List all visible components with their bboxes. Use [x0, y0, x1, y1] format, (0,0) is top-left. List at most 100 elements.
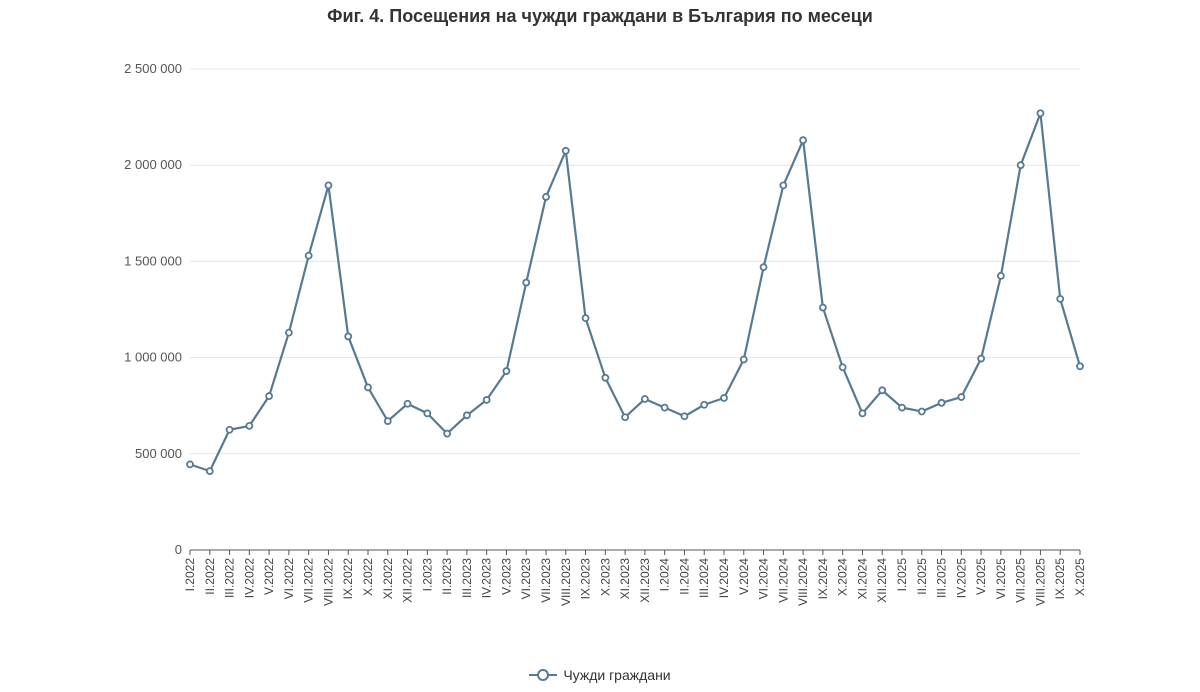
data-point[interactable]: [660, 403, 669, 412]
data-point[interactable]: [1016, 161, 1025, 170]
x-tick-label: VIII.2024: [796, 558, 810, 606]
data-point[interactable]: [403, 399, 412, 408]
x-tick-label: VII.2023: [539, 558, 553, 603]
data-point[interactable]: [383, 417, 392, 425]
x-tick-label: VII.2022: [302, 558, 316, 603]
x-tick-label: I.2022: [183, 558, 197, 592]
x-tick-label: I.2024: [658, 558, 672, 592]
data-point[interactable]: [522, 278, 531, 287]
data-point[interactable]: [799, 136, 808, 145]
grid-lines: [190, 68, 1080, 455]
data-point[interactable]: [621, 413, 630, 422]
x-tick-label: XI.2022: [381, 558, 395, 600]
x-tick-label: VI.2022: [282, 558, 296, 600]
data-point[interactable]: [640, 395, 649, 403]
data-point[interactable]: [304, 251, 313, 260]
data-point[interactable]: [878, 386, 887, 395]
x-tick-label: IV.2025: [954, 558, 968, 599]
legend-marker-icon: [529, 669, 558, 681]
data-point[interactable]: [245, 422, 254, 430]
y-tick-label: 2 500 000: [124, 61, 182, 76]
data-point[interactable]: [561, 146, 570, 155]
data-point[interactable]: [1076, 362, 1084, 371]
x-tick-label: IV.2023: [480, 558, 494, 599]
data-point[interactable]: [284, 328, 293, 337]
data-point[interactable]: [581, 314, 590, 323]
data-point[interactable]: [462, 411, 471, 420]
x-tick-label: IX.2023: [579, 558, 593, 600]
x-tick-label: VIII.2023: [559, 558, 573, 606]
x-tick-label: XII.2024: [875, 558, 889, 603]
y-tick-label: 1 500 000: [124, 253, 182, 268]
x-tick-label: XI.2023: [618, 558, 632, 600]
data-point[interactable]: [739, 355, 748, 364]
data-point[interactable]: [917, 407, 926, 416]
legend[interactable]: Чужди граждани: [0, 667, 1200, 685]
data-point[interactable]: [324, 181, 333, 190]
data-point[interactable]: [700, 400, 709, 409]
data-point[interactable]: [482, 396, 491, 404]
x-tick-label: X.2023: [598, 558, 612, 596]
x-tick-label: VI.2025: [994, 558, 1008, 600]
x-tick-label: X.2025: [1073, 558, 1087, 596]
data-point[interactable]: [205, 467, 214, 476]
series-layer: [186, 109, 1084, 476]
data-point[interactable]: [502, 367, 511, 375]
data-point[interactable]: [977, 354, 986, 363]
data-point[interactable]: [601, 373, 610, 382]
x-tick-label: I.2023: [420, 558, 434, 592]
x-tick-label: IX.2025: [1053, 558, 1067, 600]
data-point[interactable]: [779, 181, 788, 190]
x-tick-label: II.2023: [440, 558, 454, 595]
data-point[interactable]: [265, 392, 274, 400]
data-point[interactable]: [838, 363, 847, 372]
data-point[interactable]: [344, 332, 353, 341]
x-tick-label: V.2025: [974, 558, 988, 595]
data-point[interactable]: [423, 409, 432, 418]
data-point[interactable]: [858, 409, 867, 418]
x-tick-label: II.2025: [915, 558, 929, 595]
data-point[interactable]: [937, 398, 946, 407]
x-tick-label: VII.2024: [776, 558, 790, 603]
data-point[interactable]: [680, 412, 689, 421]
data-point[interactable]: [957, 393, 966, 401]
x-tick-label: V.2023: [499, 558, 513, 595]
x-tick-label: VIII.2022: [321, 558, 335, 606]
data-point[interactable]: [186, 460, 194, 469]
x-tick-label: XI.2024: [855, 558, 869, 600]
data-point[interactable]: [759, 263, 768, 272]
x-tick-label: III.2025: [935, 558, 949, 598]
y-tick-label: 2 000 000: [124, 157, 182, 172]
data-point[interactable]: [996, 271, 1005, 280]
data-point[interactable]: [898, 403, 906, 412]
data-point[interactable]: [364, 383, 372, 392]
data-point[interactable]: [1036, 109, 1045, 118]
data-point[interactable]: [818, 303, 827, 312]
x-tick-label: VI.2023: [519, 558, 533, 600]
x-tick-label: IX.2024: [816, 558, 830, 600]
chart-title: Фиг. 4. Посещения на чужди граждани в Бъ…: [327, 6, 873, 26]
y-tick-label: 1 000 000: [124, 350, 182, 365]
series-line: [189, 112, 1082, 473]
x-tick-label: VIII.2025: [1033, 558, 1047, 606]
x-tick-label: III.2024: [697, 558, 711, 598]
x-tick-label: VII.2025: [1014, 558, 1028, 603]
y-axis-ticks: 0 500 000 1 000 000 1 500 000 2 000 000 2 500…: [124, 61, 182, 557]
data-point[interactable]: [1056, 295, 1065, 303]
data-point[interactable]: [720, 394, 728, 402]
x-tick-label: IV.2024: [717, 558, 731, 599]
x-tick-label: IX.2022: [341, 558, 355, 600]
x-tick-label: I.2025: [895, 558, 909, 592]
x-tick-label: XII.2022: [401, 558, 415, 603]
x-axis-ticks: I.2022 II.2022 III.2022 IV.2022 V.2022 VI.202…: [183, 550, 1087, 606]
x-tick-label: VI.2024: [757, 558, 771, 600]
x-tick-label: II.2022: [203, 558, 217, 595]
x-tick-label: II.2024: [677, 558, 691, 595]
data-point[interactable]: [542, 193, 550, 201]
legend-label: Чужди граждани: [563, 667, 671, 683]
data-point[interactable]: [225, 425, 234, 434]
data-point[interactable]: [443, 429, 452, 438]
x-tick-label: XII.2023: [638, 558, 652, 603]
